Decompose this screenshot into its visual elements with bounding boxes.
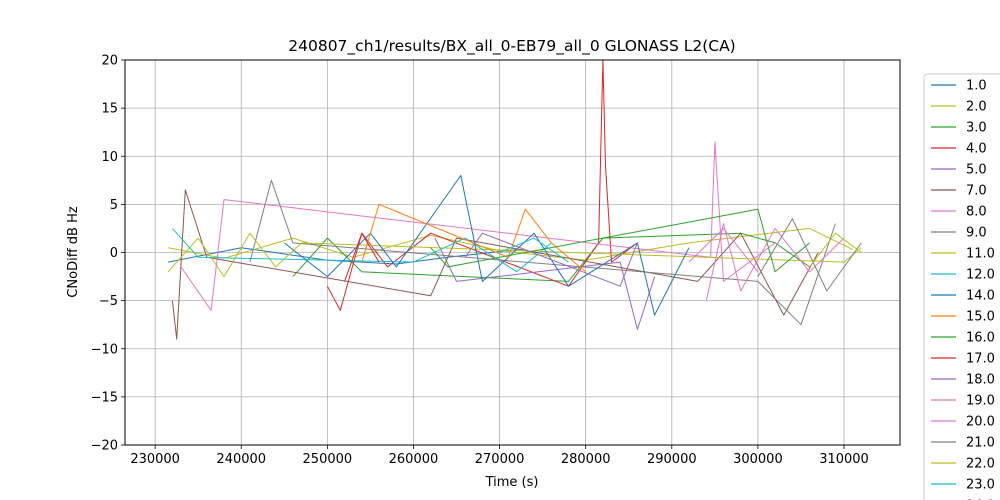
series-line-23.0 xyxy=(499,237,569,263)
legend: 1.0 2.0 3.0 4.0 5.0 7.0 8.0 9.0 11.0 12.0 14.0 15.0… xyxy=(923,73,1000,500)
y-axis-label: CNoDiff dB Hz xyxy=(66,206,81,298)
legend-label: 8.0 xyxy=(966,205,987,220)
chart-title: 240807_ch1/results/BX_all_0-EB79_all_0 G… xyxy=(288,37,735,56)
series-line-15.0 xyxy=(361,203,587,273)
y-tick-label: −5 xyxy=(99,294,118,309)
legend-label: 20.0 xyxy=(966,415,995,430)
y-tick-label: −20 xyxy=(91,439,118,454)
legend-label: 15.0 xyxy=(966,310,995,325)
y-tick-label: 0 xyxy=(110,246,118,261)
legend-label: 21.0 xyxy=(966,436,995,451)
legend-label: 4.0 xyxy=(966,142,987,157)
legend-label: 14.0 xyxy=(966,289,995,304)
legend-label: 9.0 xyxy=(966,226,987,241)
x-tick-label: 310000 xyxy=(819,452,869,467)
series-line-18.0 xyxy=(464,232,638,287)
x-tick-label: 280000 xyxy=(561,452,611,467)
series-line-22.0 xyxy=(809,232,862,268)
x-tick-label: 240000 xyxy=(216,452,266,467)
series-line-17.0 xyxy=(344,232,380,282)
series-line-12.0 xyxy=(172,228,552,273)
x-tick-label: 300000 xyxy=(733,452,783,467)
y-tick-label: −10 xyxy=(91,342,118,357)
legend-label: 18.0 xyxy=(966,373,995,388)
legend-label: 12.0 xyxy=(966,268,995,283)
x-tick-label: 250000 xyxy=(303,452,353,467)
x-tick-label: 230000 xyxy=(130,452,180,467)
series-line-11.0 xyxy=(167,232,862,278)
plot-lines xyxy=(167,60,862,340)
legend-label: 24.0 xyxy=(966,499,995,500)
series-line-9.0 xyxy=(249,179,836,326)
legend-label: 1.0 xyxy=(966,79,987,94)
legend-label: 17.0 xyxy=(966,352,995,367)
y-tick-label: 15 xyxy=(101,102,118,117)
legend-label: 5.0 xyxy=(966,163,987,178)
x-tick-label: 290000 xyxy=(647,452,697,467)
series-line-16.0 xyxy=(430,208,810,273)
x-axis-label: Time (s) xyxy=(485,475,539,490)
x-tick-label: 270000 xyxy=(475,452,525,467)
legend-label: 22.0 xyxy=(966,457,995,472)
x-axis-ticks: 230000 240000 250000 260000 270000 280000 2900… xyxy=(130,445,869,467)
y-tick-label: −15 xyxy=(91,390,118,405)
legend-label: 16.0 xyxy=(966,331,995,346)
series-line-21.0 xyxy=(757,218,862,292)
legend-label: 3.0 xyxy=(966,121,987,136)
series-line-7.0 xyxy=(171,189,819,340)
legend-label: 23.0 xyxy=(966,478,995,493)
y-tick-label: 10 xyxy=(101,150,118,165)
legend-label: 7.0 xyxy=(966,184,987,199)
y-axis-ticks: −20 −15 −10 −5 0 5 10 15 20 xyxy=(91,54,125,454)
x-tick-label: 260000 xyxy=(389,452,439,467)
series-line-14.0 xyxy=(283,175,690,316)
legend-label: 2.0 xyxy=(966,100,987,115)
legend-label: 11.0 xyxy=(966,247,995,262)
legend-label: 19.0 xyxy=(966,394,995,409)
y-tick-label: 20 xyxy=(101,54,118,69)
legend-box xyxy=(923,73,1000,500)
y-tick-label: 5 xyxy=(110,198,118,213)
series-line-19.0 xyxy=(688,227,759,273)
